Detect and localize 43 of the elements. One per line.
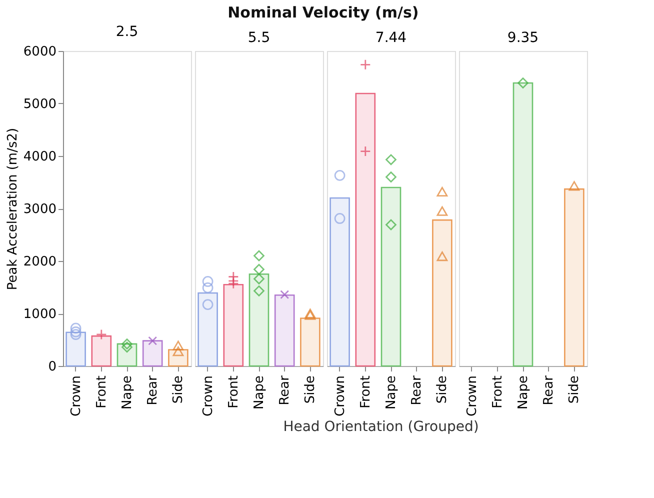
bar (248, 273, 270, 367)
bar (198, 292, 218, 367)
y-tick-label: 2000 (23, 254, 56, 270)
chart-subtitle: 9.35 (507, 30, 539, 46)
y-tick-label: 3000 (23, 202, 56, 217)
x-tick-label: Side (435, 376, 450, 404)
x-tick-label: Side (567, 376, 582, 404)
y-tick-label: 4000 (23, 150, 56, 164)
bar (355, 92, 376, 367)
chart-subtitle: 2.5 (116, 24, 138, 40)
chart-subtitle: 5.5 (248, 30, 270, 46)
x-tick-label: Nape (384, 376, 399, 410)
x-tick-label: Nape (516, 376, 531, 410)
x-tick-label: Rear (410, 374, 425, 406)
x-tick-label: Side (171, 376, 186, 404)
x-tick-label: Crown (200, 376, 216, 416)
x-tick-label: Front (490, 376, 506, 408)
x-tick-label: Front (94, 376, 110, 408)
x-tick-label: Nape (120, 376, 135, 410)
x-tick-label: Crown (68, 376, 84, 416)
bar (223, 284, 244, 367)
x-tick-label: Rear (146, 374, 161, 406)
x-tick-label: Side (303, 376, 318, 404)
bar (330, 197, 350, 367)
x-tick-label: Crown (464, 376, 480, 416)
y-tick-label: 0 (48, 360, 56, 374)
x-tick-label: Nape (252, 376, 267, 410)
x-tick-label: Rear (542, 374, 557, 406)
x-tick-label: Front (226, 376, 242, 408)
x-tick-label: Rear (278, 374, 293, 406)
x-axis-title: Head Orientation (Grouped) (283, 419, 479, 435)
chart-subtitle: 7.44 (375, 30, 407, 46)
y-tick-label: 6000 (23, 44, 56, 60)
bar (380, 186, 402, 367)
bar (274, 294, 295, 367)
x-tick-label: Front (358, 376, 374, 408)
chart-title: Nominal Velocity (m/s) (228, 4, 419, 22)
bar (300, 318, 320, 367)
bar (432, 219, 452, 367)
x-tick-label: Crown (332, 376, 348, 416)
y-tick-label: 1000 (23, 307, 56, 322)
y-axis-title: Peak Acceleration (m/s2) (5, 128, 20, 290)
y-tick-label: 5000 (23, 97, 56, 112)
